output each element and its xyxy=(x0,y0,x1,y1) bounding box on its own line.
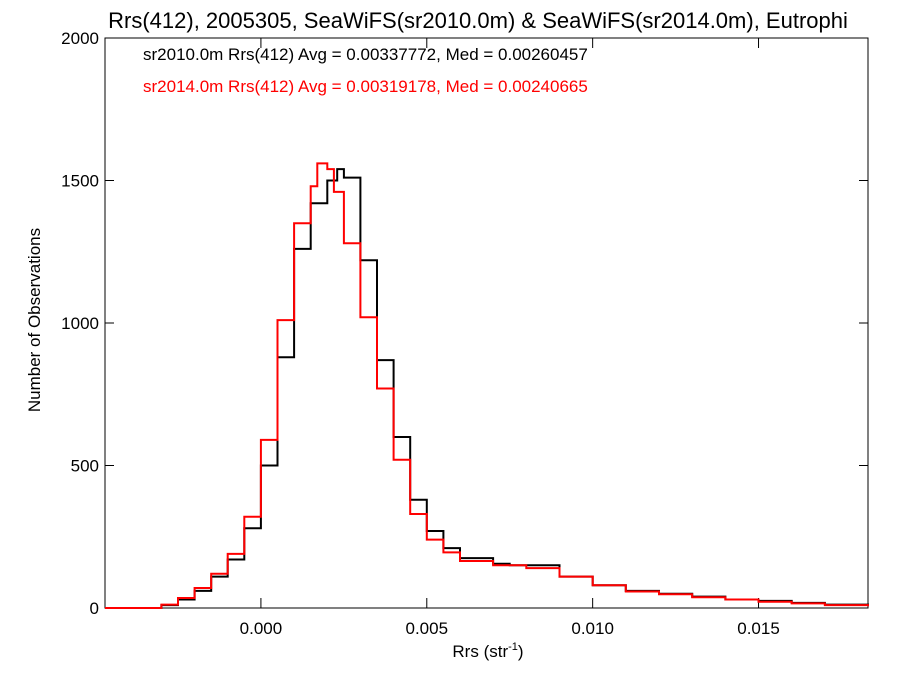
series-sr2014.0m xyxy=(105,162,869,609)
y-tick-label: 0 xyxy=(90,599,99,618)
y-tick-label: 500 xyxy=(71,457,99,476)
x-tick-label: 0.010 xyxy=(571,619,614,638)
x-tick-label: 0.005 xyxy=(406,619,449,638)
x-axis-label-main: Rrs (str xyxy=(452,642,508,661)
x-tick-label: 0.000 xyxy=(240,619,283,638)
annotation-sr2014: sr2014.0m Rrs(412) Avg = 0.00319178, Med… xyxy=(143,77,588,96)
x-axis-label: Rrs (str-1) xyxy=(452,641,523,661)
axis-ticks: 0 500 1000 1500 2000 0.000 0.005 0.010 0.015 xyxy=(61,29,868,638)
series-sr2010.0m xyxy=(105,168,869,609)
x-axis-label-sup: -1 xyxy=(508,641,518,653)
y-tick-label: 1500 xyxy=(61,172,99,191)
chart-title: Rrs(412), 2005305, SeaWiFS(sr2010.0m) & … xyxy=(108,8,848,33)
plot-frame xyxy=(104,37,869,609)
y-axis-label: Number of Observations xyxy=(25,228,44,412)
x-tick-label: 0.015 xyxy=(737,619,780,638)
y-tick-label: 1000 xyxy=(61,314,99,333)
annotations: sr2010.0m Rrs(412) Avg = 0.00337772, Med… xyxy=(143,45,588,96)
series-layer xyxy=(105,162,869,609)
y-tick-label: 2000 xyxy=(61,29,99,48)
x-axis-label-close: ) xyxy=(518,642,524,661)
annotation-sr2010: sr2010.0m Rrs(412) Avg = 0.00337772, Med… xyxy=(143,45,588,64)
